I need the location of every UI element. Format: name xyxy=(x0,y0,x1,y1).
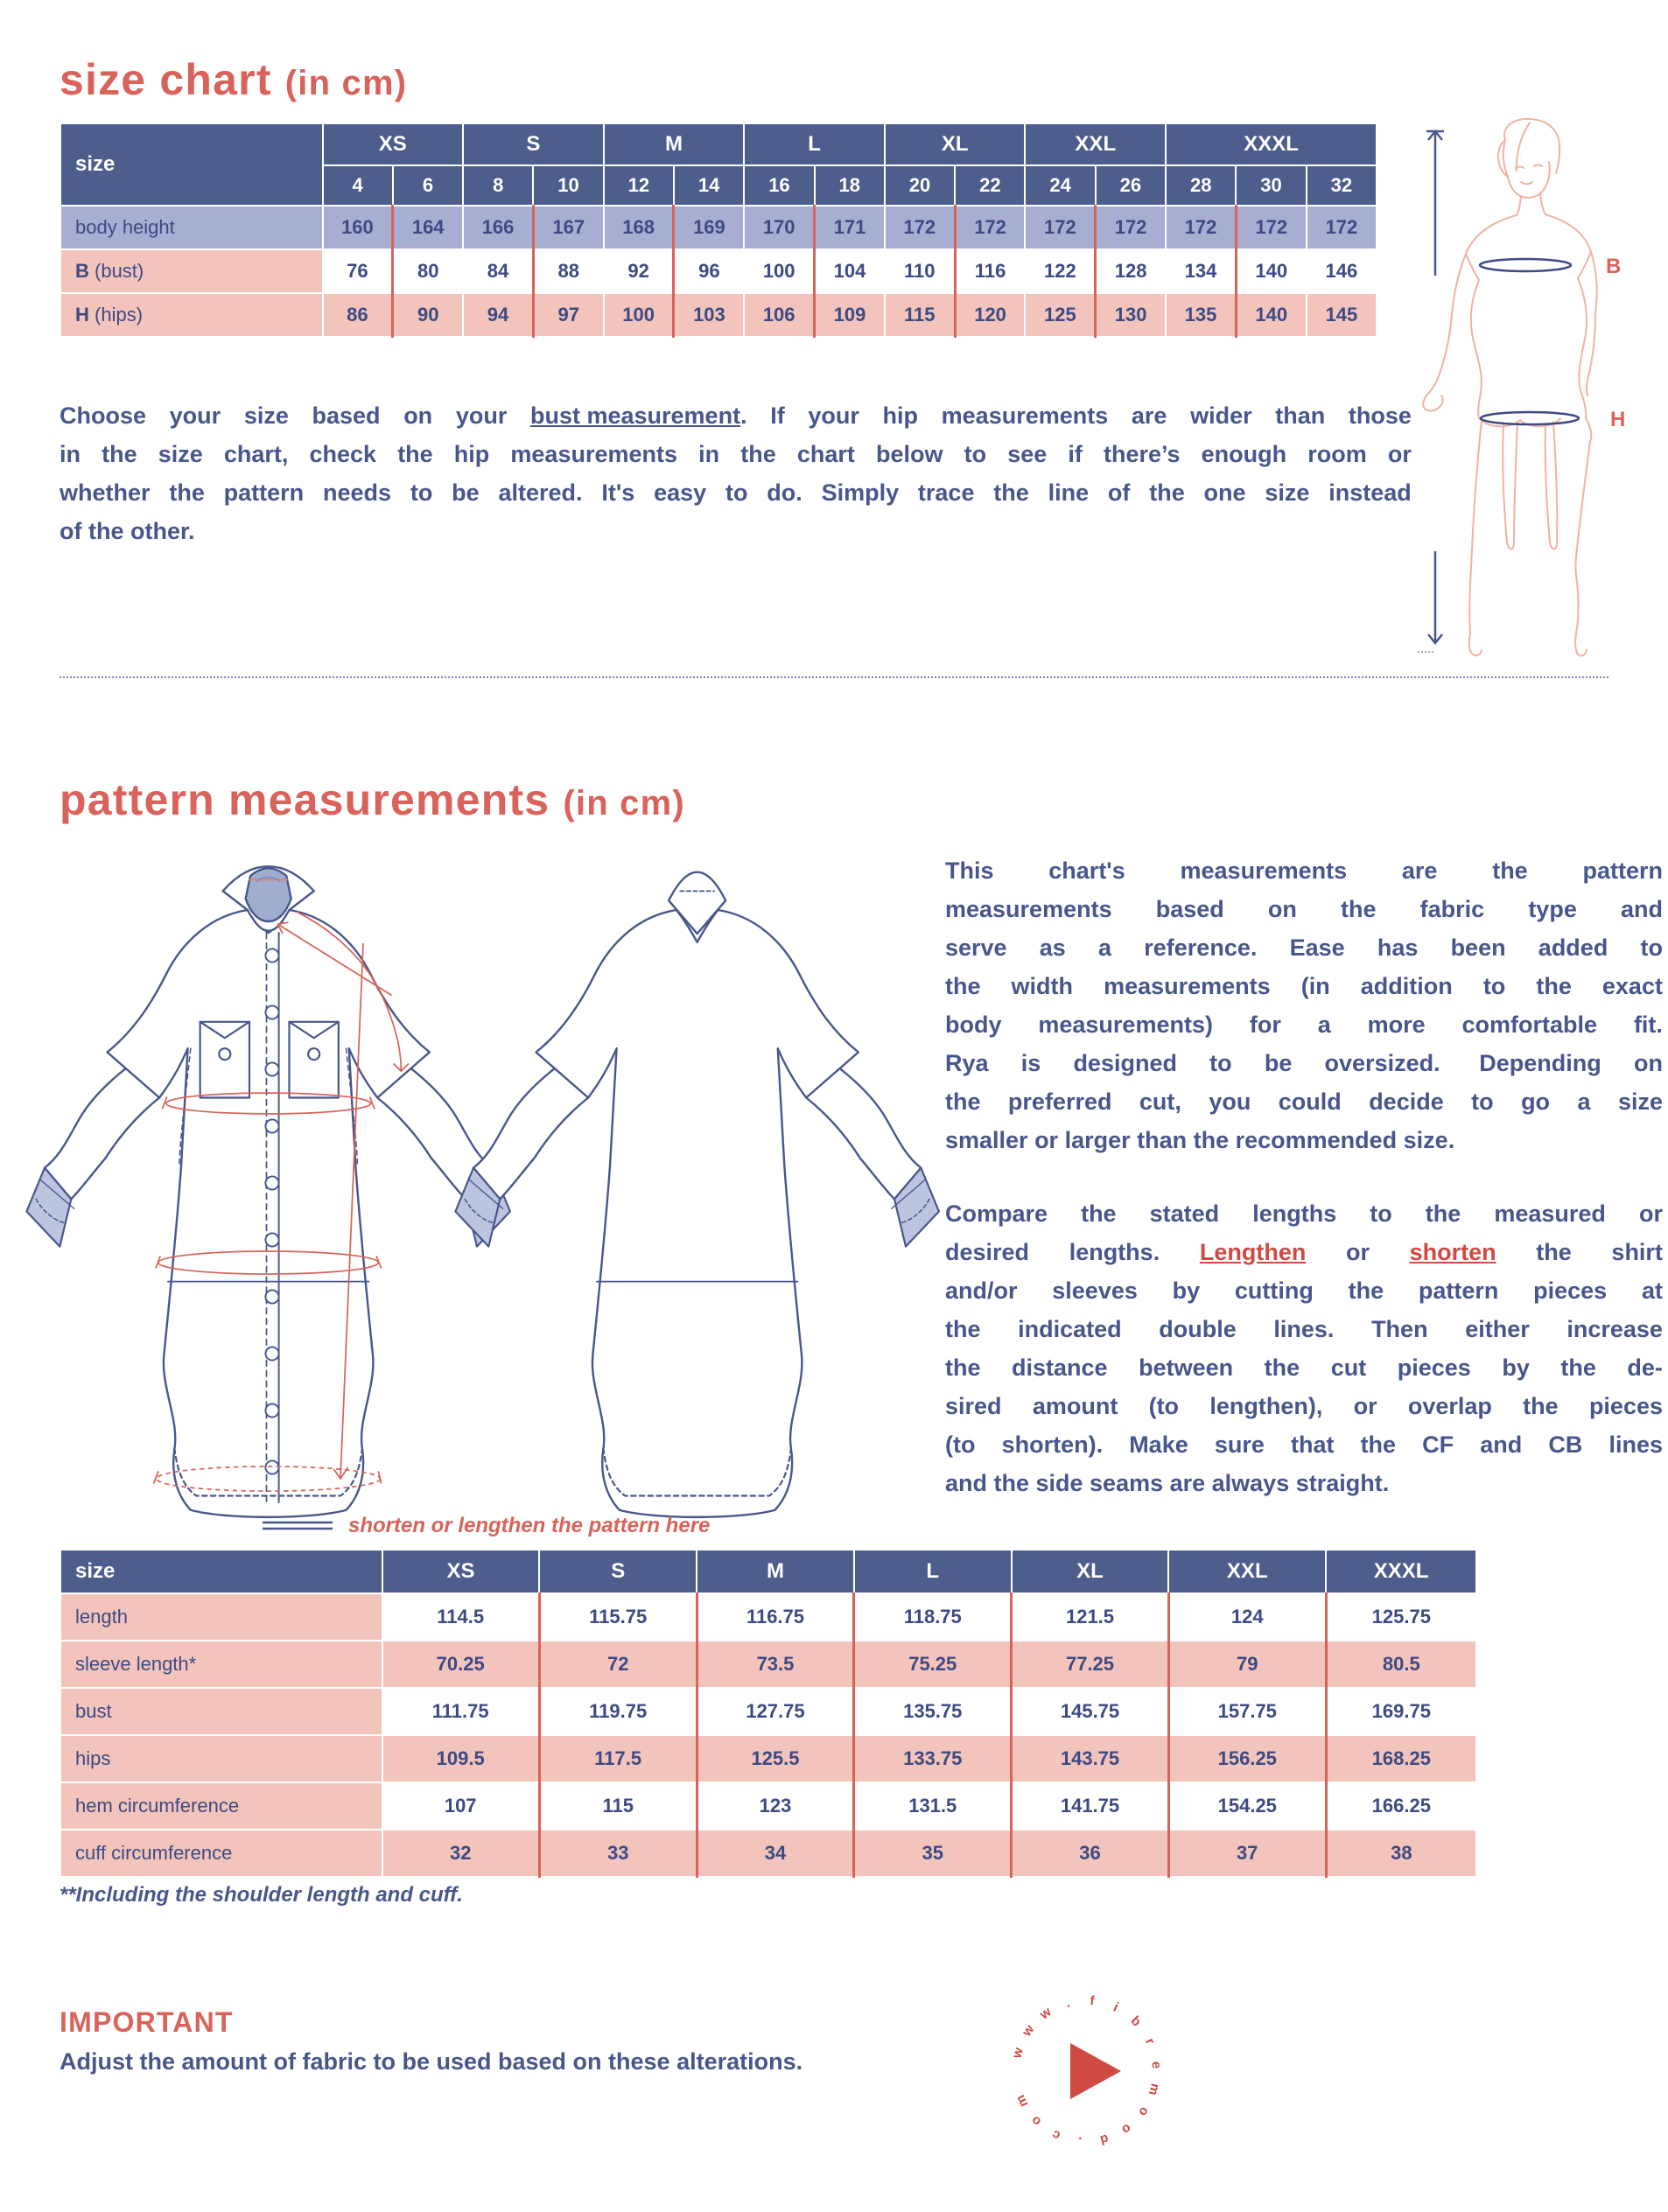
svg-text:w: w xyxy=(1019,2022,1037,2040)
svg-text:B: B xyxy=(1606,255,1621,278)
svg-text:.: . xyxy=(1064,1995,1071,2011)
svg-text:i: i xyxy=(1111,1999,1121,2014)
svg-text:o: o xyxy=(1135,2104,1152,2119)
svg-text:o: o xyxy=(1028,2113,1045,2130)
svg-text:w: w xyxy=(1036,2005,1054,2023)
svg-text:m: m xyxy=(1013,2092,1031,2109)
svg-text:b: b xyxy=(1128,2013,1145,2030)
svg-text:w: w xyxy=(1009,2046,1027,2061)
svg-text:c: c xyxy=(1050,2127,1063,2144)
svg-text:d: d xyxy=(1098,2131,1110,2147)
svg-text:r: r xyxy=(1142,2036,1158,2048)
svg-text:.: . xyxy=(1077,2134,1083,2149)
svg-text:m: m xyxy=(1146,2082,1163,2096)
svg-text:o: o xyxy=(1119,2120,1134,2137)
svg-text:f: f xyxy=(1090,1993,1096,2008)
svg-text:e: e xyxy=(1148,2061,1164,2069)
svg-text:H: H xyxy=(1610,408,1625,431)
